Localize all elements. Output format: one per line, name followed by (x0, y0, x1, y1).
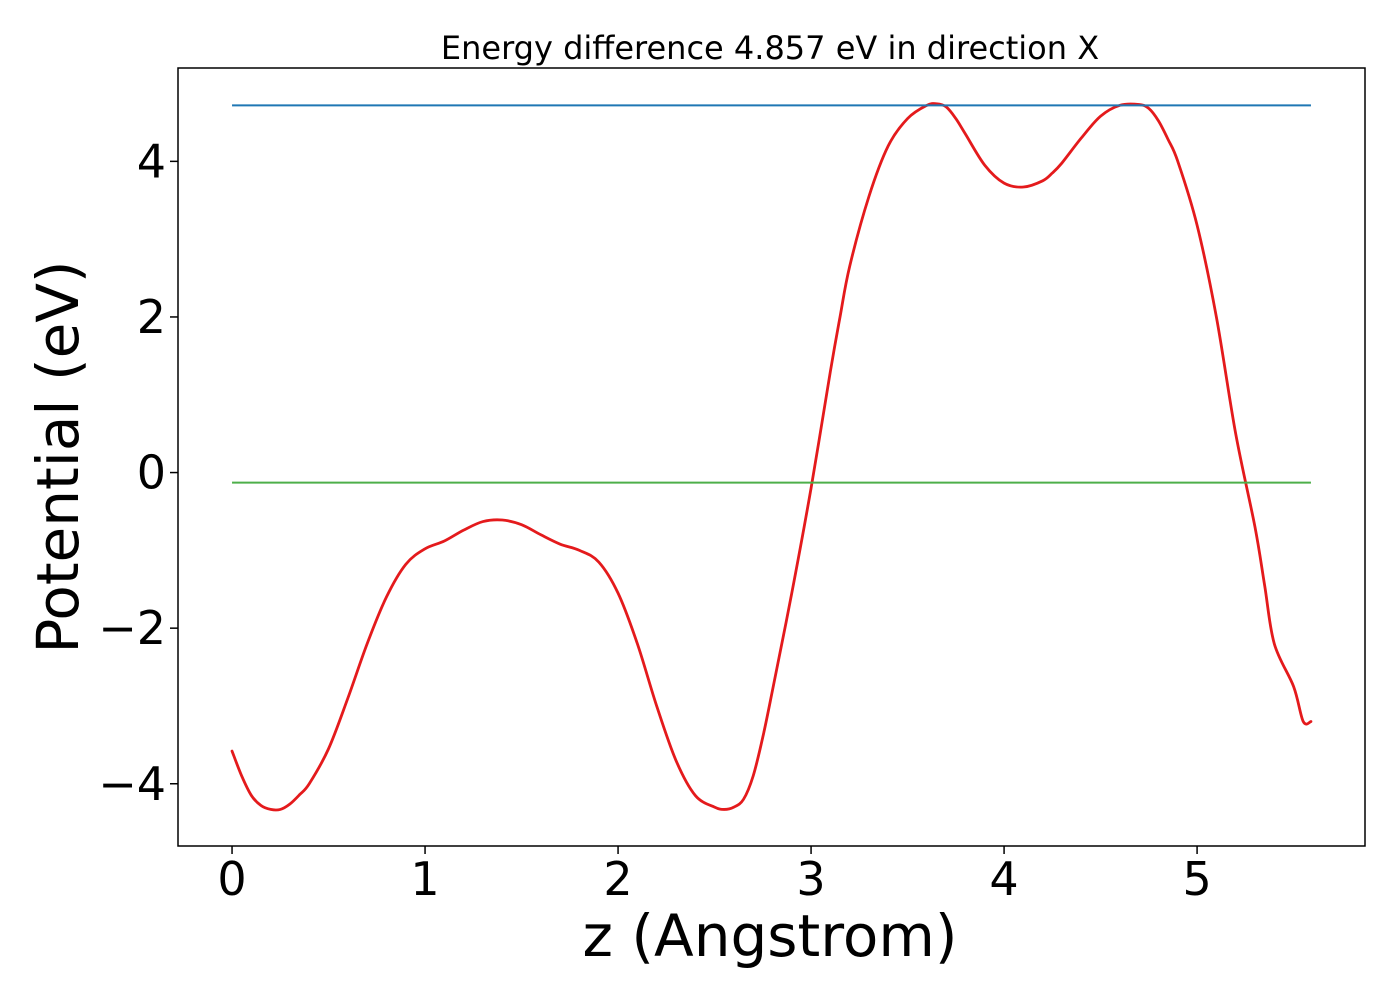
x-axis-label: z (Angstrom) (583, 902, 958, 970)
y-tick-label: 2 (137, 290, 166, 344)
y-tick-label: 0 (137, 446, 166, 500)
x-tick-label: 3 (796, 852, 825, 906)
x-tick-label: 1 (410, 852, 439, 906)
y-tick-label: −4 (98, 757, 166, 811)
x-tick-label: 4 (989, 852, 1018, 906)
y-tick-label: 4 (137, 134, 166, 188)
potential-curve (230, 102, 1313, 812)
y-tick-label: −2 (98, 601, 166, 655)
y-axis-label: Potential (eV) (24, 260, 92, 653)
chart-title: Energy difference 4.857 eV in direction … (441, 29, 1099, 67)
x-tick-label: 2 (603, 852, 632, 906)
x-axis-ticks: 0 1 2 3 4 5 (217, 846, 1212, 906)
series-layer (230, 102, 1313, 812)
x-tick-label: 0 (217, 852, 246, 906)
x-tick-label: 5 (1182, 852, 1211, 906)
y-axis-ticks: −4 −2 0 2 4 (98, 134, 178, 811)
plot-area-frame (177, 67, 1366, 847)
